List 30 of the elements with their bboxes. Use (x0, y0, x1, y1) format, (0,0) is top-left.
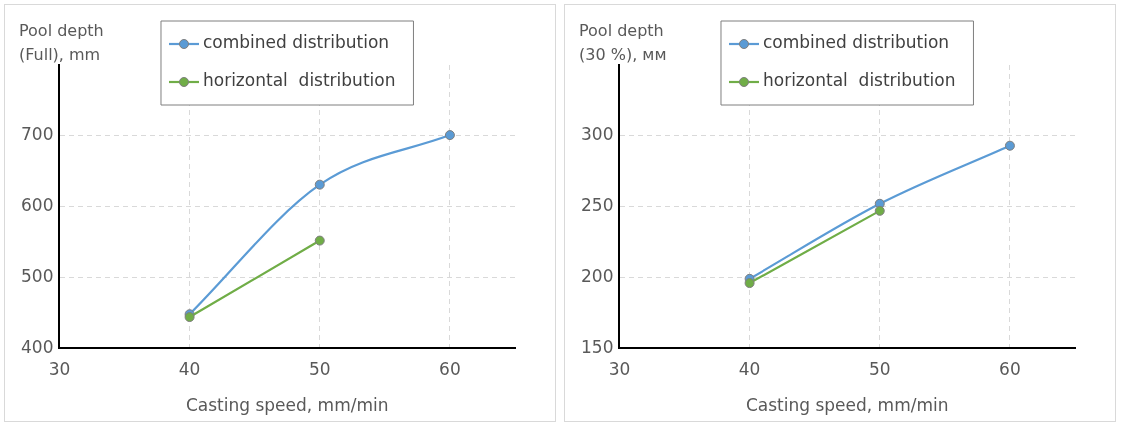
legend-label: combined distribution (202, 32, 390, 53)
legend-label: horizontal distribution (762, 70, 956, 91)
x-tick-label: 60 (439, 358, 461, 379)
point (314, 179, 325, 190)
y-tick-label: 300 (580, 124, 614, 145)
y-axis-title: Pool depth (Full), mm (19, 20, 105, 66)
y-tick-label: 150 (580, 336, 614, 357)
y-axis-title: Pool depth (30 %), мм (579, 20, 668, 66)
y-tick-label: 250 (580, 195, 614, 216)
x-tick-label: 30 (608, 358, 631, 379)
y-tick-label: 200 (580, 265, 614, 286)
x-axis-title: Casting speed, mm/min (185, 395, 389, 416)
x-tick-label: 60 (999, 358, 1021, 379)
y-tick-label: 500 (20, 265, 54, 286)
legend-label: combined distribution (762, 32, 950, 53)
point (1004, 140, 1015, 151)
point (874, 205, 885, 216)
y-tick-label: 600 (20, 195, 54, 216)
x-tick-label: 40 (738, 358, 761, 379)
x-tick-label: 50 (308, 358, 331, 379)
x-tick-label: 30 (48, 358, 71, 379)
x-tick-label: 50 (868, 358, 891, 379)
legend-label: horizontal distribution (202, 70, 396, 91)
point (744, 278, 755, 289)
point (314, 235, 325, 246)
point (444, 130, 455, 141)
x-tick-label: 40 (178, 358, 201, 379)
x-axis-title: Casting speed, mm/min (745, 395, 949, 416)
y-tick-label: 700 (20, 124, 54, 145)
y-tick-label: 400 (20, 336, 54, 357)
